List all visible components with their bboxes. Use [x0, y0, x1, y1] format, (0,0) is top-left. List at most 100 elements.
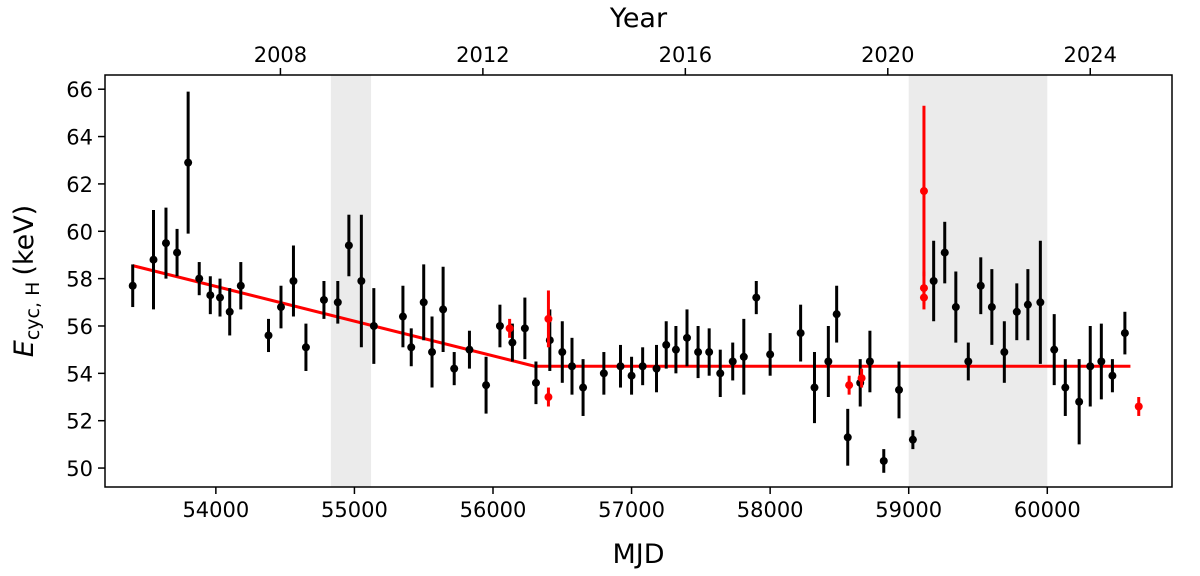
data-point: [495, 321, 504, 330]
data-point: [843, 433, 852, 442]
data-point: [264, 331, 273, 340]
data-point: [1108, 371, 1117, 380]
data-point: [964, 357, 973, 366]
data-point: [1097, 357, 1106, 366]
y-axis: 50 52 54 56 58 60 62 64 66: [66, 78, 105, 481]
series-1: [505, 105, 1143, 416]
data-point: [544, 314, 553, 323]
data-point: [857, 374, 866, 383]
data-point: [1134, 402, 1143, 411]
data-point: [369, 321, 378, 330]
data-point: [520, 324, 529, 333]
y-axis-title-main: E: [9, 340, 40, 357]
data-point: [531, 378, 540, 387]
data-point: [919, 293, 928, 302]
data-point: [333, 298, 342, 307]
data-point: [908, 435, 917, 444]
data-point: [419, 298, 428, 307]
data-point: [344, 241, 353, 250]
x-axis-title: MJD: [612, 539, 664, 570]
data-point: [505, 324, 514, 333]
data-point: [879, 456, 888, 465]
y-tick-label: 54: [66, 362, 93, 386]
data-point: [845, 381, 854, 390]
y-axis-title: Ecyc, H (keV): [9, 205, 44, 357]
data-point: [616, 362, 625, 371]
data-point: [319, 295, 328, 304]
y-tick-label: 52: [66, 410, 93, 434]
data-point: [728, 357, 737, 366]
data-point: [652, 364, 661, 373]
data-point: [1050, 345, 1059, 354]
y-tick-label: 56: [66, 315, 93, 339]
data-point: [752, 293, 761, 302]
data-point: [976, 281, 985, 290]
data-point: [951, 303, 960, 312]
data-point: [824, 357, 833, 366]
data-point: [694, 348, 703, 357]
data-point: [450, 364, 459, 373]
bottom-x-axis: 54000 55000 56000 57000 58000 59000 60000: [182, 487, 1081, 522]
data-point: [1086, 362, 1095, 371]
data-point: [638, 362, 647, 371]
data-point: [173, 248, 182, 257]
data-point: [919, 187, 928, 196]
data-point: [558, 348, 567, 357]
data-point: [567, 362, 576, 371]
data-point: [1036, 298, 1045, 307]
y-axis-title-unit: (keV): [9, 205, 40, 276]
data-point: [1000, 348, 1009, 357]
data-point: [439, 305, 448, 314]
data-point: [1120, 329, 1129, 338]
data-point: [357, 277, 366, 285]
top-x-tick-label: 2024: [1064, 43, 1117, 67]
data-point: [544, 393, 553, 402]
data-point: [940, 248, 949, 257]
data-point: [1023, 300, 1032, 309]
data-point: [987, 303, 996, 312]
data-point: [1075, 397, 1084, 406]
y-tick-label: 50: [66, 457, 93, 481]
data-point: [184, 158, 193, 167]
data-point: [865, 357, 874, 366]
top-x-axis: 2008 2012 2016 2020 2024: [254, 43, 1117, 75]
data-point: [465, 345, 474, 354]
data-point: [1012, 307, 1021, 316]
data-point: [398, 312, 407, 321]
data-point: [276, 303, 285, 312]
data-point: [149, 255, 158, 264]
data-point: [599, 369, 608, 378]
data-point: [301, 343, 310, 352]
top-x-tick-label: 2012: [456, 43, 509, 67]
x-tick-label: 57000: [598, 498, 665, 522]
y-tick-label: 66: [66, 78, 93, 102]
top-axis-title: Year: [609, 3, 668, 34]
series-0: [128, 91, 1129, 473]
data-point: [407, 343, 416, 352]
data-point: [683, 333, 691, 342]
data-point: [832, 310, 841, 319]
top-x-tick-label: 2020: [861, 43, 914, 67]
data-point: [1061, 383, 1070, 392]
data-point: [508, 338, 517, 347]
data-point: [662, 340, 671, 349]
y-tick-label: 64: [66, 126, 93, 150]
data-point: [627, 371, 636, 380]
data-point: [225, 307, 234, 316]
top-x-tick-label: 2008: [254, 43, 307, 67]
data-point: [579, 383, 588, 392]
x-tick-label: 54000: [182, 498, 249, 522]
data-point: [428, 348, 437, 357]
plot-frame: [104, 74, 1173, 488]
shaded-regions: [330, 75, 1048, 487]
data-point: [739, 352, 748, 361]
y-tick-label: 62: [66, 173, 93, 197]
data-point: [895, 385, 904, 394]
data-point: [810, 383, 819, 392]
data-point: [161, 239, 170, 248]
x-tick-label: 55000: [321, 498, 388, 522]
x-tick-label: 60000: [1014, 498, 1081, 522]
top-x-tick-label: 2016: [659, 43, 712, 67]
y-axis-title-sub: cyc, H: [22, 282, 44, 341]
